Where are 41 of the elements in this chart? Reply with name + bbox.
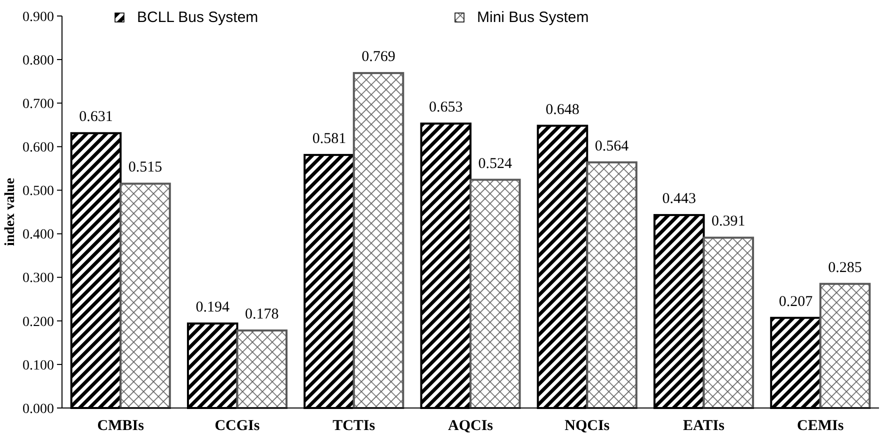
x-tick-label: TCTIs xyxy=(332,418,376,434)
y-axis-title: index value xyxy=(3,178,18,246)
x-tick-label: NQCIs xyxy=(564,418,610,434)
data-label: 0.443 xyxy=(662,191,696,208)
x-tick-label: CCGIs xyxy=(214,418,260,434)
data-label: 0.178 xyxy=(245,306,279,322)
bar xyxy=(586,161,638,409)
data-label: 0.391 xyxy=(712,214,746,230)
x-tick-label: CMBIs xyxy=(97,418,144,434)
x-tick-label: AQCIs xyxy=(448,418,494,434)
y-tick-label: 0.100 xyxy=(22,358,54,374)
data-label: 0.285 xyxy=(828,260,862,276)
data-label: 0.194 xyxy=(196,300,230,316)
y-tick-label: 0.300 xyxy=(22,271,54,286)
x-tick-label: CEMIs xyxy=(797,418,844,434)
y-tick-label: 0.000 xyxy=(22,402,54,417)
data-label: 0.524 xyxy=(478,156,513,172)
data-label: 0.581 xyxy=(312,130,346,147)
bar xyxy=(702,236,754,409)
bar xyxy=(236,329,288,409)
data-label: 0.769 xyxy=(362,49,396,66)
bar xyxy=(120,182,171,409)
y-tick-label: 0.400 xyxy=(22,228,54,243)
legend-label: BCLL Bus System xyxy=(137,9,258,26)
y-tick-label: 0.500 xyxy=(22,184,54,200)
x-tick-label: EATIs xyxy=(683,418,725,434)
y-tick-label: 0.900 xyxy=(22,10,54,25)
data-label: 0.207 xyxy=(778,294,814,310)
bar xyxy=(819,282,871,409)
data-label: 0.653 xyxy=(428,100,463,116)
bar xyxy=(470,178,521,409)
data-label: 0.564 xyxy=(594,138,630,154)
bar xyxy=(352,72,404,409)
y-tick-label: 0.600 xyxy=(22,140,54,156)
legend-label: Mini Bus System xyxy=(477,9,589,26)
y-tick-label: 0.200 xyxy=(22,314,54,330)
data-label: 0.631 xyxy=(79,109,113,126)
data-label: 0.648 xyxy=(546,102,580,118)
y-tick-label: 0.700 xyxy=(22,97,54,112)
data-label: 0.515 xyxy=(128,160,162,176)
y-tick-label: 0.800 xyxy=(22,53,54,68)
